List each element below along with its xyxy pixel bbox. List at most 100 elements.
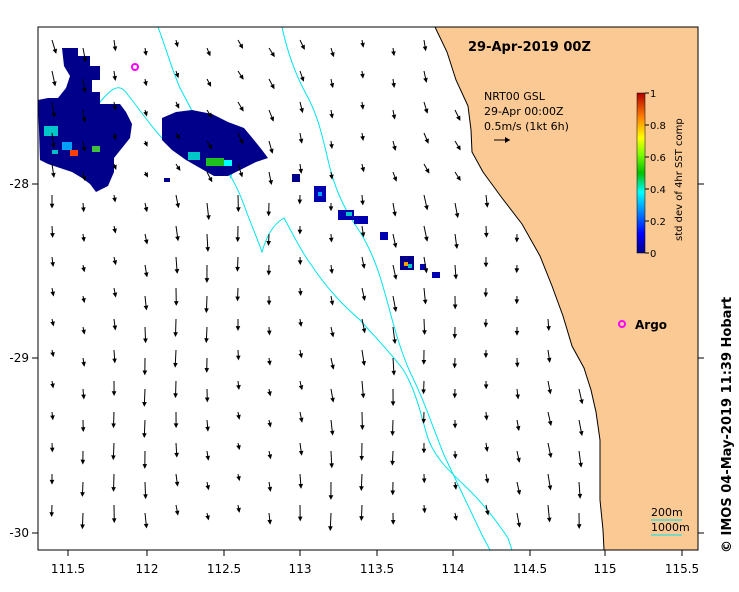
- current-arrow-head: [112, 228, 117, 234]
- current-arrow-head: [205, 455, 211, 461]
- current-arrow-head: [421, 448, 427, 454]
- current-arrow-head: [485, 510, 490, 516]
- current-arrow-head: [112, 164, 117, 171]
- y-tick-label: -28: [9, 177, 29, 191]
- current-arrow-head: [454, 212, 460, 219]
- current-arrow-head: [50, 232, 55, 238]
- current-arrow-head: [390, 401, 396, 407]
- current-arrow-head: [80, 492, 85, 497]
- current-arrow-head: [299, 107, 304, 114]
- current-arrow-head: [423, 77, 428, 83]
- current-arrow-head: [329, 143, 334, 150]
- current-vectors: [49, 39, 584, 532]
- current-arrow-head: [143, 305, 149, 311]
- current-arrow-head: [236, 384, 241, 390]
- current-arrow-head: [456, 145, 461, 151]
- current-arrow-head: [51, 143, 56, 149]
- current-arrow-head: [111, 423, 116, 429]
- x-tick-label: 113: [289, 562, 312, 576]
- current-arrow-head: [298, 483, 304, 489]
- current-arrow-head: [173, 332, 178, 338]
- current-arrow-head: [142, 401, 147, 407]
- current-arrow-head: [267, 454, 273, 460]
- current-arrow-head: [297, 229, 303, 235]
- current-arrow-head: [484, 415, 489, 421]
- current-arrow-head: [112, 292, 118, 298]
- current-arrow-head: [329, 113, 334, 119]
- current-arrow-head: [392, 306, 398, 313]
- current-arrow-head: [205, 485, 210, 491]
- current-arrow-head: [112, 325, 118, 331]
- current-arrow-head: [391, 51, 396, 57]
- current-arrow-head: [422, 330, 427, 336]
- current-arrow-head: [81, 361, 86, 367]
- map-frame: [37, 26, 699, 551]
- current-arrow-head: [267, 519, 273, 525]
- current-arrow-head: [390, 431, 395, 437]
- current-arrow-head: [452, 333, 458, 339]
- current-arrow-head: [235, 326, 241, 331]
- current-arrow-head: [515, 425, 521, 432]
- current-arrow-head: [205, 247, 210, 252]
- isobath-legend: 200m 1000m: [651, 506, 690, 536]
- current-arrow-head: [298, 290, 303, 296]
- current-arrow-head: [361, 328, 367, 334]
- current-arrow-head: [204, 397, 210, 403]
- current-arrow-head: [546, 517, 552, 523]
- current-arrow-head: [361, 360, 367, 367]
- current-label-2: 29-Apr 00:00Z: [484, 105, 564, 118]
- current-arrow-head: [266, 300, 272, 306]
- current-arrow-head: [49, 447, 55, 453]
- current-arrow-head: [297, 260, 303, 266]
- current-arrow-head: [81, 267, 86, 273]
- current-arrow-head: [174, 72, 180, 79]
- current-arrow-head: [298, 385, 304, 391]
- current-arrow-head: [392, 339, 397, 345]
- colorbar-tick: 0.4: [650, 185, 666, 196]
- current-arrow-head: [483, 232, 489, 238]
- current-arrow-head: [52, 48, 58, 54]
- current-arrow-head: [204, 308, 209, 314]
- current-arrow-head: [266, 240, 272, 246]
- current-arrow-head: [235, 266, 240, 272]
- current-arrow-head: [143, 239, 149, 245]
- current-arrow-head: [298, 417, 304, 423]
- current-arrow-head: [514, 268, 520, 274]
- current-arrow-head: [143, 80, 148, 87]
- current-arrow-head: [422, 508, 427, 514]
- current-arrow-head: [392, 145, 397, 151]
- current-arrow-head: [424, 138, 429, 144]
- isobath-1000m-label: 1000m: [651, 521, 690, 534]
- current-legend: NRT00 GSL 29-Apr 00:00Z 0.5m/s (1kt 6h): [484, 90, 569, 143]
- current-arrow-head: [484, 478, 490, 484]
- current-label-3: 0.5m/s (1kt 6h): [484, 120, 569, 133]
- x-tick-label: 112.5: [207, 562, 241, 576]
- current-arrow-head: [421, 478, 427, 484]
- current-arrow-head: [361, 263, 366, 269]
- current-arrow-head: [453, 515, 458, 521]
- current-arrow-head: [329, 82, 335, 89]
- isobath-200m: [281, 27, 491, 550]
- current-arrow-head: [514, 237, 520, 243]
- current-arrow-head: [236, 475, 241, 482]
- current-arrow-head: [269, 148, 274, 154]
- current-arrow-head: [204, 338, 209, 344]
- current-arrow-head: [239, 74, 244, 80]
- current-arrow-head: [142, 370, 148, 376]
- current-arrow-head: [299, 76, 305, 82]
- current-arrow-head: [452, 393, 458, 399]
- y-axis: -28 -29 -30: [9, 177, 704, 540]
- current-arrow-head: [205, 515, 210, 521]
- current-arrow-head: [205, 426, 210, 432]
- current-arrow-head: [360, 200, 365, 206]
- current-arrow-head: [360, 232, 366, 238]
- current-arrow-head: [390, 460, 395, 466]
- current-arrow-head: [483, 353, 489, 359]
- current-arrow-head: [174, 481, 180, 487]
- current-arrow-head: [484, 446, 489, 452]
- current-arrow-head: [267, 486, 273, 492]
- current-arrow-head: [206, 215, 211, 221]
- current-arrow-head: [112, 197, 117, 203]
- current-arrow-head: [329, 463, 334, 469]
- current-arrow-head: [80, 524, 85, 530]
